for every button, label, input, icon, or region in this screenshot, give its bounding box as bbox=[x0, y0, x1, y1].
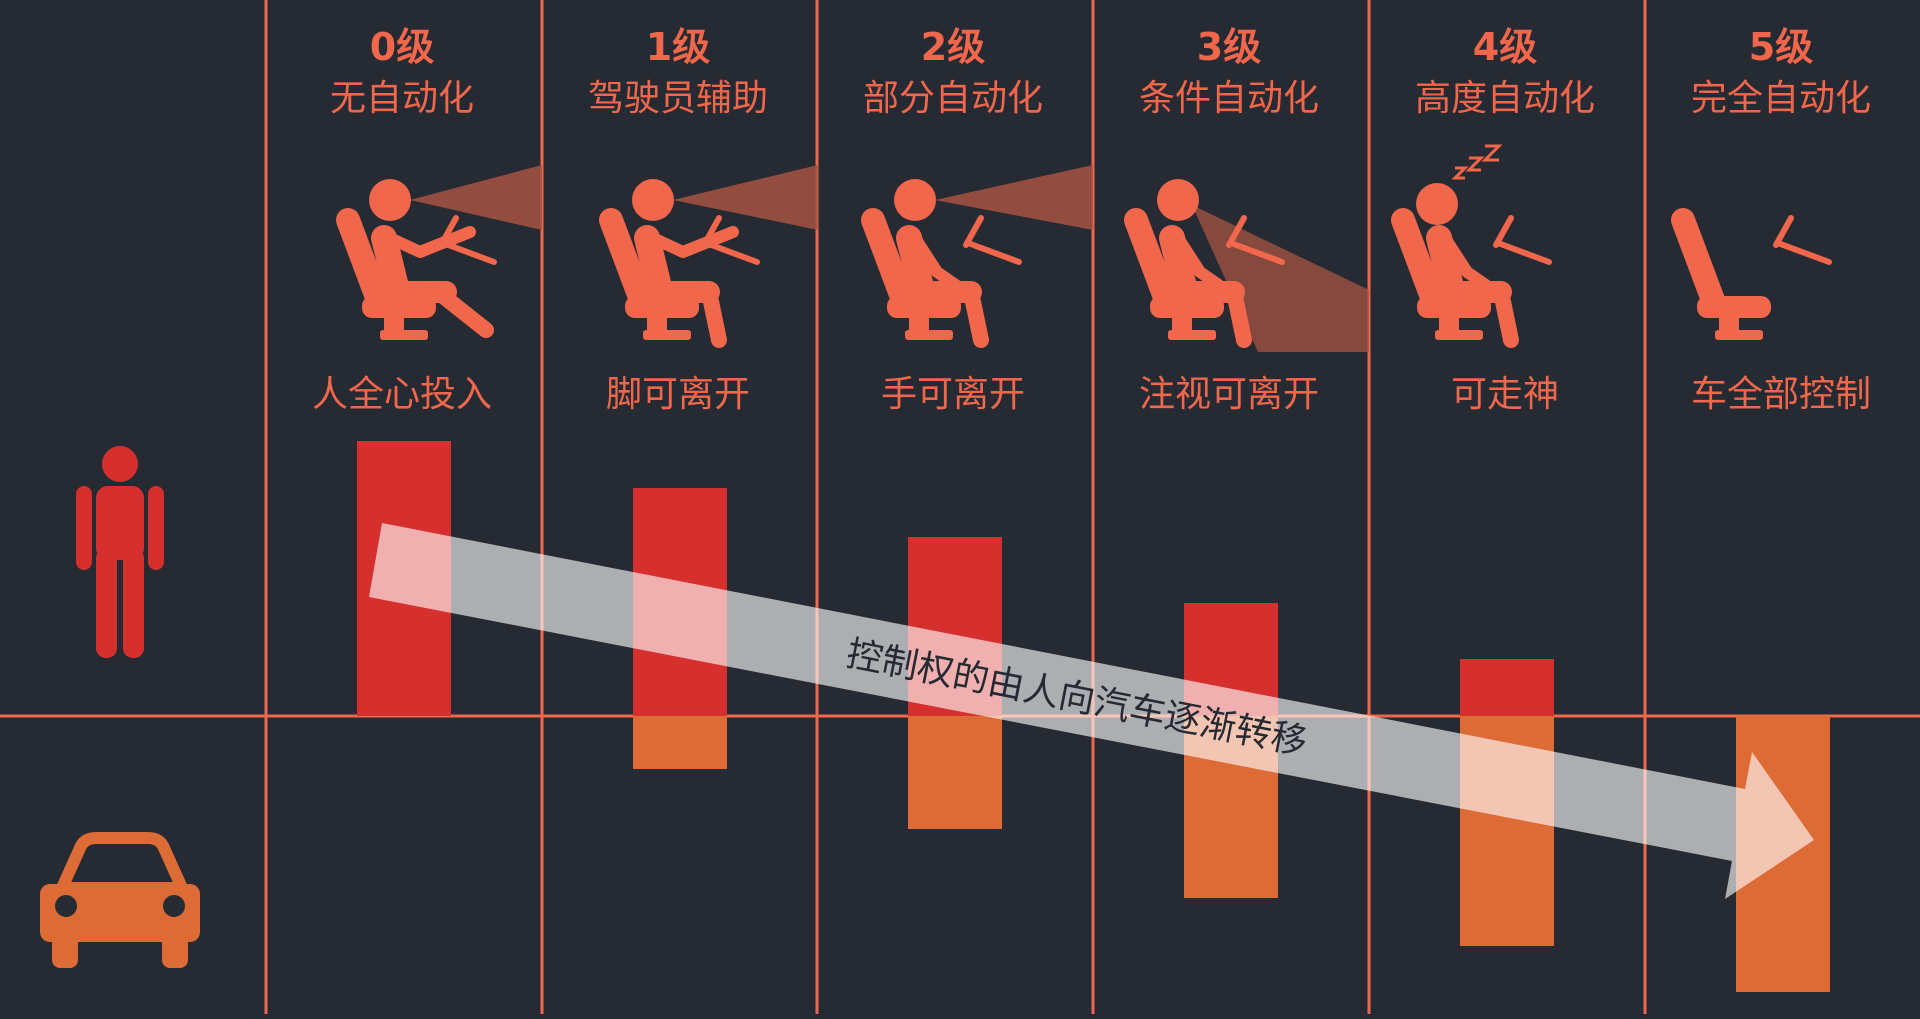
level-caption: 人全心投入 bbox=[312, 374, 492, 415]
level-name: 部分自动化 bbox=[863, 78, 1043, 119]
transfer-arrow-shape bbox=[369, 523, 1814, 899]
person-icon bbox=[76, 446, 164, 658]
driver-empty-seat-icon bbox=[1671, 208, 1832, 340]
driver-sleeping-icon bbox=[1391, 144, 1552, 348]
driver-hands-on-icon bbox=[336, 165, 542, 340]
level-name: 高度自动化 bbox=[1415, 78, 1595, 119]
level-caption: 可走神 bbox=[1451, 374, 1559, 415]
level-caption: 注视可离开 bbox=[1139, 374, 1319, 415]
level-name: 驾驶员辅助 bbox=[588, 78, 768, 119]
level-name: 无自动化 bbox=[330, 78, 474, 119]
level-caption: 手可离开 bbox=[881, 374, 1025, 415]
level-number: 3级 bbox=[1197, 25, 1261, 69]
driver-eyes-off-icon bbox=[1124, 179, 1369, 352]
level-number: 5级 bbox=[1749, 25, 1813, 69]
vehicle-control-bar bbox=[908, 716, 1002, 829]
level-name: 完全自动化 bbox=[1691, 78, 1871, 119]
level-number: 2级 bbox=[921, 25, 985, 69]
level-name: 条件自动化 bbox=[1139, 78, 1319, 119]
level-caption: 脚可离开 bbox=[606, 374, 750, 415]
vehicle-control-bar bbox=[633, 716, 727, 769]
driver-hands-off-icon bbox=[861, 165, 1093, 348]
level-number: 0级 bbox=[370, 25, 434, 69]
level-number: 1级 bbox=[646, 25, 710, 69]
car-icon bbox=[40, 832, 200, 968]
driver-feet-off-icon bbox=[599, 165, 818, 348]
level-caption: 车全部控制 bbox=[1691, 374, 1871, 415]
human-control-bar bbox=[1460, 659, 1554, 716]
driver-icons bbox=[336, 144, 1832, 352]
row-icons bbox=[40, 446, 200, 968]
level-number: 4级 bbox=[1473, 25, 1537, 69]
